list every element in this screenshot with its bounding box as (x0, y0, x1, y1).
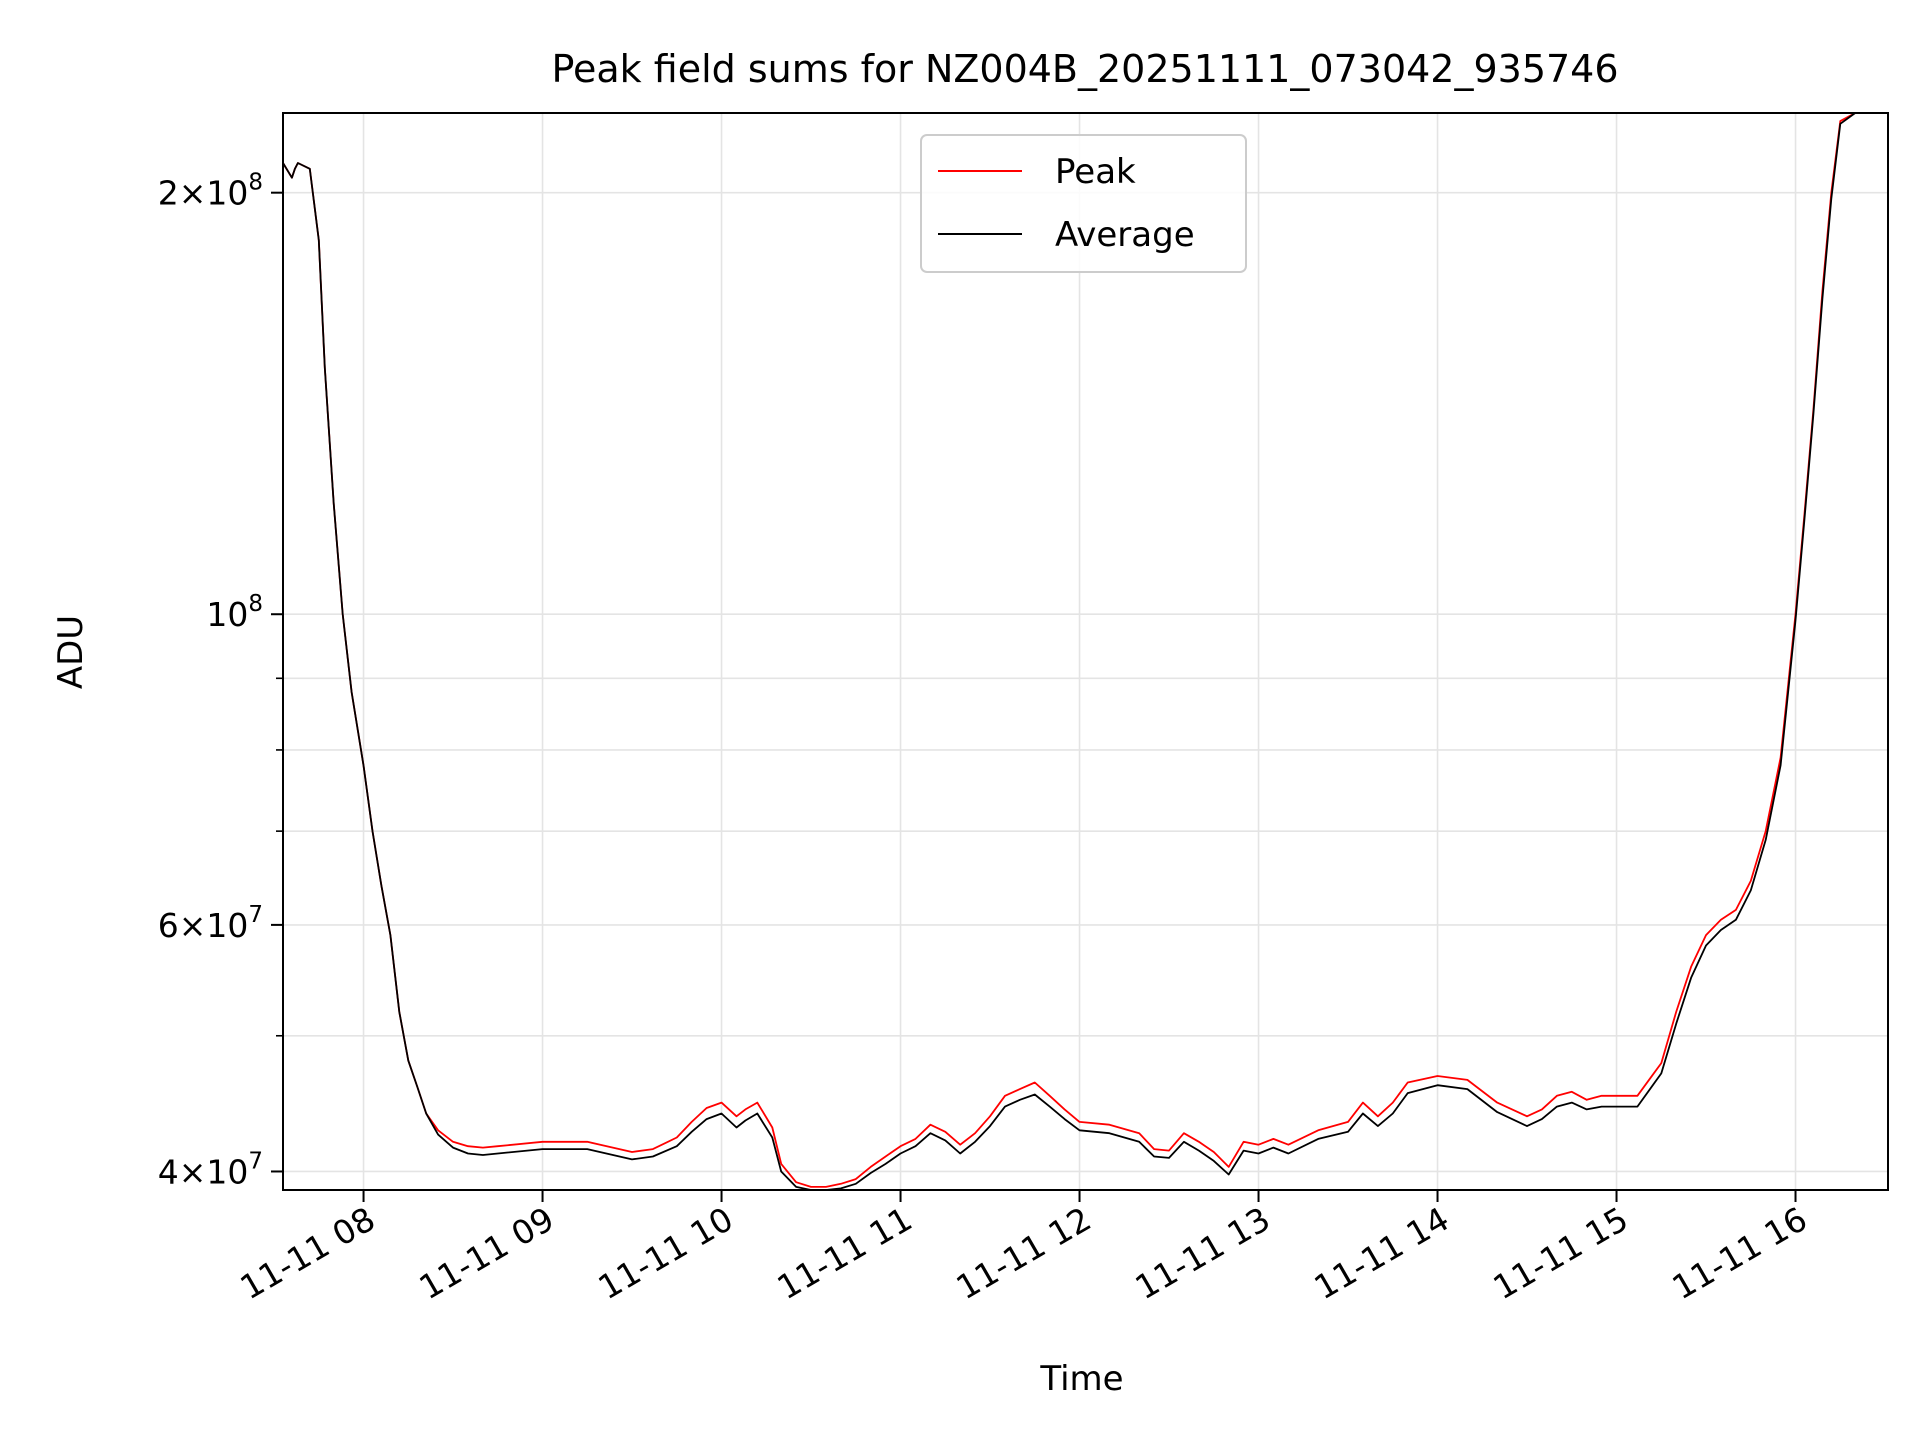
x-tick-label: 11-11 12 (950, 1199, 1098, 1307)
x-tick-label: 11-11 14 (1308, 1199, 1456, 1307)
y-axis: 4×107 6×107 108 2×108 (158, 170, 283, 1191)
x-axis-label: Time (1039, 1359, 1123, 1399)
y-tick-label: 108 (206, 591, 263, 634)
x-tick-label: 11-11 11 (771, 1199, 919, 1307)
x-tick-label: 11-11 08 (234, 1199, 382, 1307)
y-axis-label: ADU (51, 615, 91, 689)
series-line-peak (282, 112, 1888, 1188)
legend-box (920, 134, 1247, 273)
plot-frame (282, 112, 1889, 1191)
legend-label: Average (1055, 215, 1195, 255)
x-tick-label: 11-11 13 (1129, 1199, 1277, 1307)
x-tick-label: 11-11 16 (1666, 1199, 1814, 1307)
legend: Peak Average (920, 134, 1247, 273)
y-tick-label: 4×107 (158, 1148, 263, 1191)
x-tick-label: 11-11 15 (1487, 1199, 1635, 1307)
y-tick-label: 6×107 (158, 902, 263, 945)
x-tick-label: 11-11 10 (592, 1199, 740, 1307)
legend-label: Peak (1055, 152, 1136, 192)
series-lines (282, 112, 1888, 1191)
chart-title: Peak field sums for NZ004B_20251111_0730… (551, 47, 1618, 91)
grid (283, 113, 1888, 1190)
y-tick-label: 2×108 (158, 170, 263, 213)
series-line-average (282, 112, 1888, 1191)
x-axis: 11-11 08 11-11 09 11-11 10 11-11 11 11-11 12… (234, 1190, 1814, 1307)
x-tick-label: 11-11 09 (413, 1199, 561, 1307)
